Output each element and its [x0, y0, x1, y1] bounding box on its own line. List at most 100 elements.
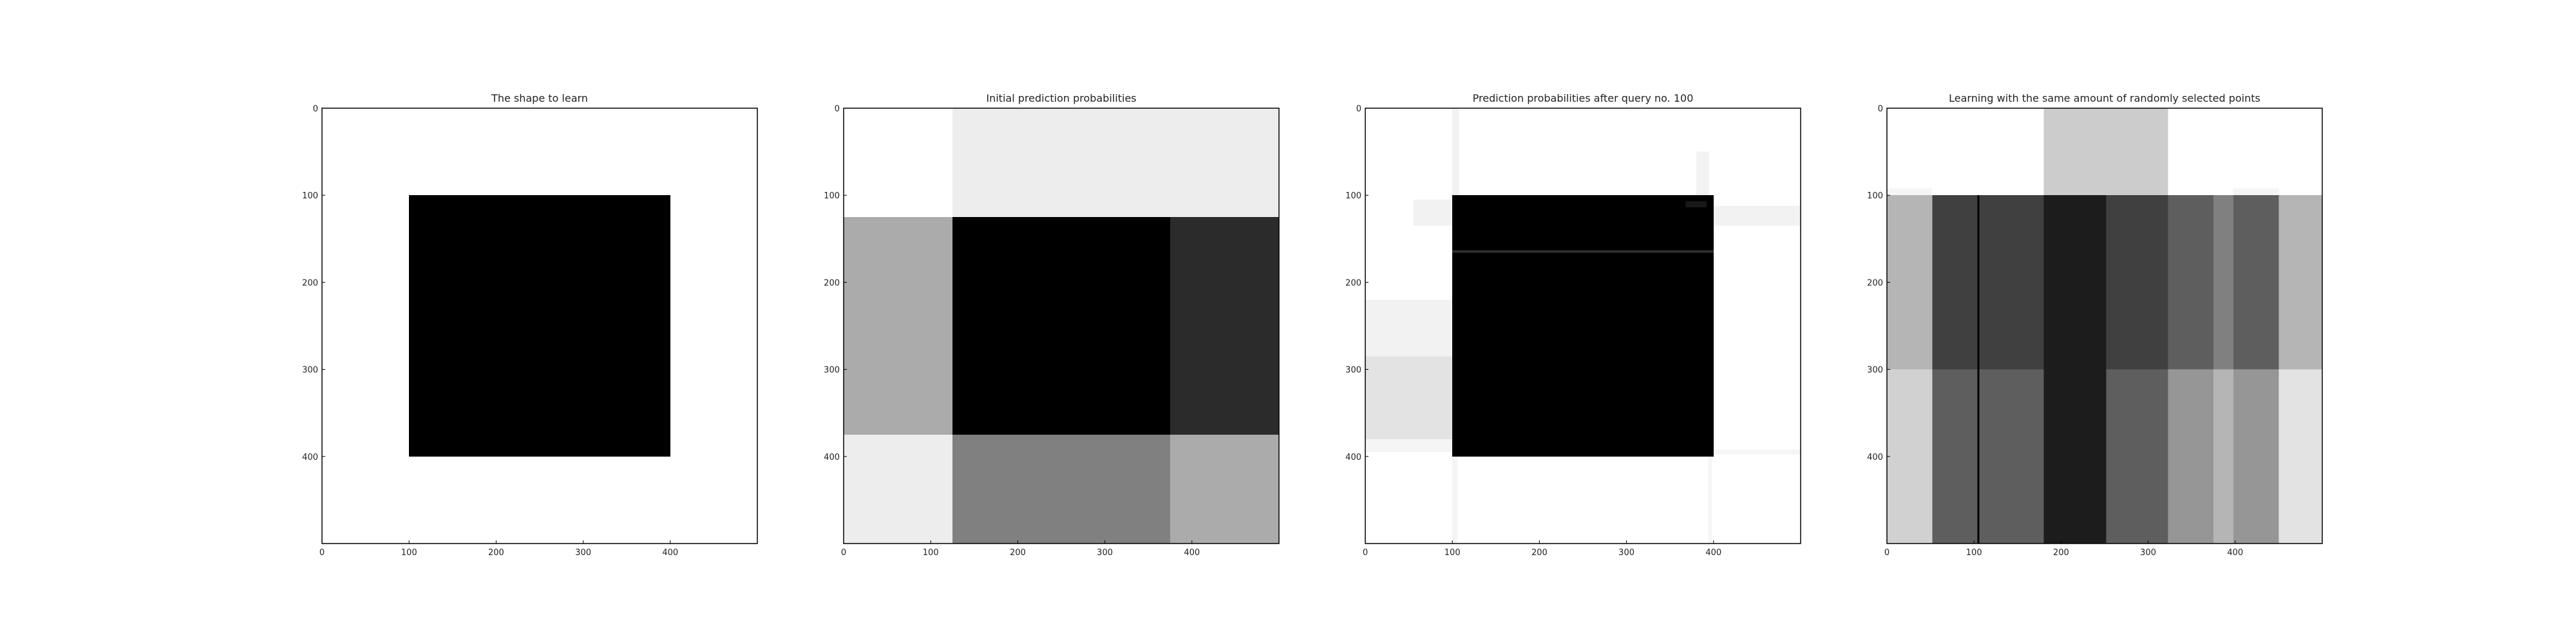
heatmap-cell	[1685, 201, 1707, 208]
heatmap-cell	[2278, 195, 2322, 370]
heatmap-cell	[1932, 195, 1982, 370]
x-tick-label: 100	[1444, 548, 1461, 558]
heatmap-cell	[952, 435, 1170, 544]
heatmap-cell	[2168, 195, 2213, 370]
heatmap-cell	[952, 108, 1279, 217]
y-tick-label: 200	[302, 278, 318, 288]
heatmap-cell	[1696, 151, 1710, 196]
panel-4: Learning with the same amount of randoml…	[1867, 92, 2323, 558]
heatmap-cell	[844, 435, 952, 544]
heatmap-cell	[844, 108, 952, 217]
chart-title: The shape to learn	[491, 92, 588, 104]
x-tick-label: 0	[319, 548, 325, 558]
y-tick-label: 400	[824, 453, 840, 462]
y-tick-label: 100	[1867, 191, 1883, 201]
panel-1: The shape to learn 0 100 200 300 400 0 100 200 30…	[302, 92, 758, 558]
y-tick-label: 100	[824, 191, 840, 201]
x-tick-label: 400	[2227, 548, 2243, 558]
heatmap-cell	[1365, 299, 1453, 357]
y-tick-label: 200	[1867, 278, 1883, 288]
heatmap-cell	[1170, 217, 1279, 435]
x-tick-label: 100	[1966, 548, 1982, 558]
heatmap-cell	[2233, 188, 2279, 196]
x-tick-label: 200	[488, 548, 504, 558]
heatmap-cell	[1452, 250, 1714, 253]
x-tick-label: 0	[841, 548, 846, 558]
panels: The shape to learn 0 100 200 300 400 0 100 200 30…	[302, 92, 2323, 558]
panel-2: Initial prediction probabilities 0 100 200 3…	[824, 92, 1280, 558]
plot-frame	[321, 108, 758, 544]
y-tick-label: 0	[313, 104, 318, 114]
y-tick-label: 300	[1867, 366, 1883, 375]
x-tick-label: 0	[1363, 548, 1368, 558]
heatmap-cells	[1887, 108, 2322, 544]
x-tick-label: 300	[1618, 548, 1634, 558]
y-tick-label: 0	[835, 104, 840, 114]
heatmap-cell	[1887, 188, 1933, 196]
chart-title: Learning with the same amount of randoml…	[1949, 92, 2260, 104]
heatmap-cell	[2106, 369, 2168, 544]
heatmap-cell	[952, 217, 1170, 435]
heatmap-cells	[1365, 108, 1801, 544]
heatmap-cell	[1365, 356, 1453, 439]
heatmap-cell	[1170, 435, 1279, 544]
y-tick-label: 300	[824, 366, 840, 375]
heatmap-cell	[2233, 195, 2279, 370]
x-tick-label: 0	[1884, 548, 1889, 558]
chart-title: Initial prediction probabilities	[986, 92, 1136, 104]
x-tick-label: 100	[401, 548, 417, 558]
heatmap-cell	[1932, 369, 1982, 544]
y-tick-label: 200	[824, 278, 840, 288]
heatmap-cell	[844, 217, 952, 435]
heatmap-cell	[1708, 456, 1712, 544]
y-tick-label: 0	[1356, 104, 1361, 114]
y-tick-label: 200	[1345, 278, 1361, 288]
heatmap-cell	[1365, 439, 1453, 453]
heatmap-cell	[1887, 369, 1933, 544]
heatmap-cell	[2233, 369, 2279, 544]
heatmap-cell	[1452, 108, 1460, 196]
y-tick-label: 300	[302, 366, 318, 375]
heatmap-cell	[1413, 199, 1453, 226]
heatmap-cell	[2168, 369, 2213, 544]
y-tick-label: 400	[1867, 453, 1883, 462]
heatmap-cell	[2043, 195, 2107, 370]
heatmap-cell	[1452, 195, 1714, 457]
y-tick-label: 100	[302, 191, 318, 201]
x-tick-label: 200	[2053, 548, 2069, 558]
heatmap-cells	[844, 108, 1279, 544]
chart-title: Prediction probabilities after query no.…	[1473, 92, 1694, 104]
x-tick-label: 300	[575, 548, 591, 558]
heatmap-cell	[1981, 195, 2044, 370]
heatmap-cells	[322, 108, 757, 544]
x-tick-label: 100	[923, 548, 939, 558]
heatmap-cell	[2043, 369, 2107, 544]
y-tick-label: 400	[302, 453, 318, 462]
heatmap-cell	[1977, 195, 1980, 544]
heatmap-cell	[2043, 108, 2168, 196]
x-tick-label: 200	[1531, 548, 1548, 558]
y-tick-label: 0	[1878, 104, 1883, 114]
x-tick-label: 200	[1010, 548, 1026, 558]
heatmap-cell	[2213, 195, 2234, 370]
x-tick-label: 400	[1705, 548, 1721, 558]
heatmap-cell	[1981, 369, 2044, 544]
y-tick-label: 300	[1345, 366, 1361, 375]
plot-frame	[1886, 108, 2323, 544]
heatmap-cell	[1452, 456, 1458, 544]
heatmap-cell	[1713, 205, 1801, 226]
x-tick-label: 300	[2140, 548, 2156, 558]
plot-frame	[843, 108, 1280, 544]
x-tick-label: 400	[1184, 548, 1200, 558]
heatmap-cell	[409, 195, 670, 457]
plot-frame	[1365, 108, 1801, 544]
y-tick-label: 100	[1345, 191, 1361, 201]
x-tick-label: 300	[1097, 548, 1113, 558]
heatmap-cell	[1887, 195, 1933, 370]
y-tick-label: 400	[1345, 453, 1361, 462]
x-tick-label: 400	[662, 548, 678, 558]
heatmap-cell	[2278, 369, 2322, 544]
heatmap-cell	[2106, 195, 2168, 370]
heatmap-cell	[2213, 369, 2234, 544]
